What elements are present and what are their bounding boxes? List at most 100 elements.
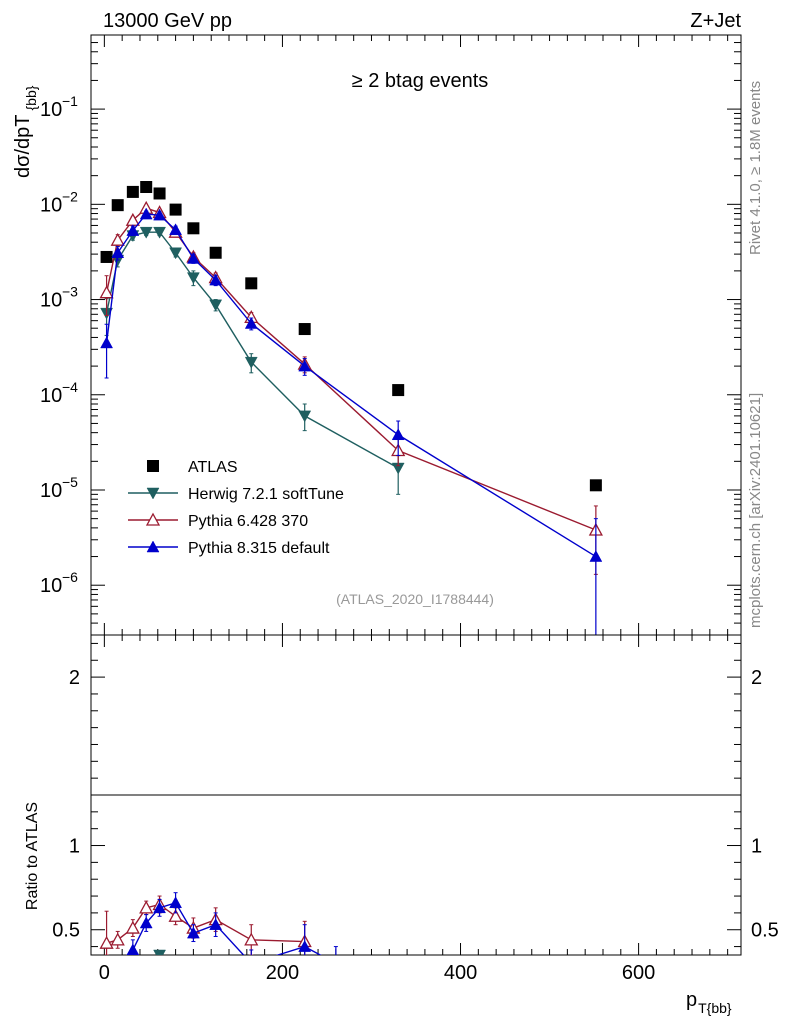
ratio-point [186,926,200,939]
ratio-y-tick-label-right: 1 [751,836,762,858]
collision-energy-label: 13000 GeV pp [103,10,232,32]
data-point [139,226,153,239]
x-tick-label: 600 [622,962,655,984]
legend-item-1: Herwig 7.2.1 softTune [128,486,344,503]
data-point [244,316,258,329]
data-point [209,273,223,286]
ratio-y-tick-label: 1 [69,836,80,858]
data-point [298,359,312,372]
ratio-point [139,900,154,914]
data-point [140,181,153,194]
y-tick-exponent: −4 [62,379,78,395]
legend-marker [146,487,160,500]
y-tick-exponent: −6 [62,569,78,585]
svg-text:pT{bb}: pT{bb} [686,989,732,1016]
ratio-point [168,908,183,922]
main-y-label: dσ/dpT [12,115,34,179]
data-point [589,479,602,492]
data-point [111,246,125,259]
ratio-y-tick-label: 2 [69,667,80,689]
series-1 [100,226,405,495]
main-series-group [99,181,603,635]
legend-label: ATLAS [188,459,238,476]
data-point [110,232,125,246]
data-point [391,428,405,441]
y-tick-label: 10 [40,480,62,502]
ratio-point [125,920,140,934]
ratio-series-line [106,903,305,944]
series-0 [100,181,602,492]
analysis-reference: (ATLAS_2020_I1788444) [336,591,494,607]
y-tick-label: 10 [40,575,62,597]
ratio-point [245,957,257,968]
series-line [105,207,597,531]
legend-marker [146,540,160,553]
ratio-point [330,957,342,968]
data-point [169,223,183,236]
ratio-panel: 0 200 400 600 0.5 0.5 1 1 2 2 Ratio to ATLAS [24,634,779,984]
y-tick-exponent: −1 [62,93,78,109]
ratio-point [110,932,125,946]
y-tick-label: 10 [40,194,62,216]
main-y-axis-title: dσ/dpT {bb} [12,85,39,178]
legend-label: Pythia 6.428 370 [188,513,308,530]
legend-marker [147,460,159,472]
data-point [153,187,166,200]
legend: ATLAS Herwig 7.2.1 softTune Pythia 6.428 3… [128,459,344,557]
ratio-y-tick-label: 0.5 [52,920,80,942]
data-point [186,272,200,285]
data-point [100,250,113,263]
x-axis-title: pT{bb} [686,989,732,1016]
x-tick-label: 400 [444,962,477,984]
data-point [245,277,258,290]
rivet-version-note: Rivet 4.1.0, ≥ 1.8M events [747,81,764,255]
ratio-y-tick-label-right: 2 [751,667,762,689]
y-tick-exponent: −5 [62,474,78,490]
data-point [392,384,405,397]
x-tick-label: 0 [99,962,110,984]
data-point [209,246,222,259]
main-axis-ticks: 10−610−510−410−310−210−1 [40,35,741,636]
ratio-series-1 [99,895,312,955]
data-point [126,224,140,236]
data-point [126,185,139,198]
plot-title: ≥ 2 btag events [352,70,489,92]
ratio-y-label: Ratio to ATLAS [24,802,41,910]
data-point [209,299,223,312]
ratio-point [126,943,140,955]
legend-label: Herwig 7.2.1 softTune [188,486,344,503]
data-point [111,199,124,212]
ratio-y-tick-label-right: 0.5 [751,920,779,942]
data-point [100,336,114,349]
legend-label: Pythia 8.315 default [188,540,330,557]
legend-item-2: Pythia 6.428 370 [128,512,308,530]
series-line [105,213,597,558]
y-tick-exponent: −3 [62,284,78,300]
data-point [169,203,182,216]
series-3 [100,207,603,635]
main-y-label-subscript: {bb} [23,85,39,110]
x-axis-label: p [686,989,697,1011]
data-point [298,323,311,336]
data-point [139,207,153,220]
x-axis-label-subscript: T{bb} [698,1000,732,1016]
ratio-axis-ticks: 0 200 400 600 0.5 0.5 1 1 2 2 [52,635,779,984]
x-tick-label: 200 [266,962,299,984]
data-point [186,251,200,264]
ratio-point [153,901,166,914]
ratio-series-0 [153,949,166,955]
data-point [99,285,114,299]
data-point [169,247,183,260]
main-panel: 10−610−510−410−310−210−1 ≥ 2 btag events… [12,34,742,636]
svg-text:dσ/dpT{bb}: dσ/dpT {bb} [12,85,39,178]
y-tick-label: 10 [40,385,62,407]
ratio-series-2 [126,892,342,968]
ratio-point [169,896,183,909]
data-point [244,356,258,369]
y-tick-label: 10 [40,99,62,121]
y-tick-label: 10 [40,290,62,312]
data-point [153,208,166,221]
data-point [153,226,166,239]
ratio-point [209,918,223,930]
